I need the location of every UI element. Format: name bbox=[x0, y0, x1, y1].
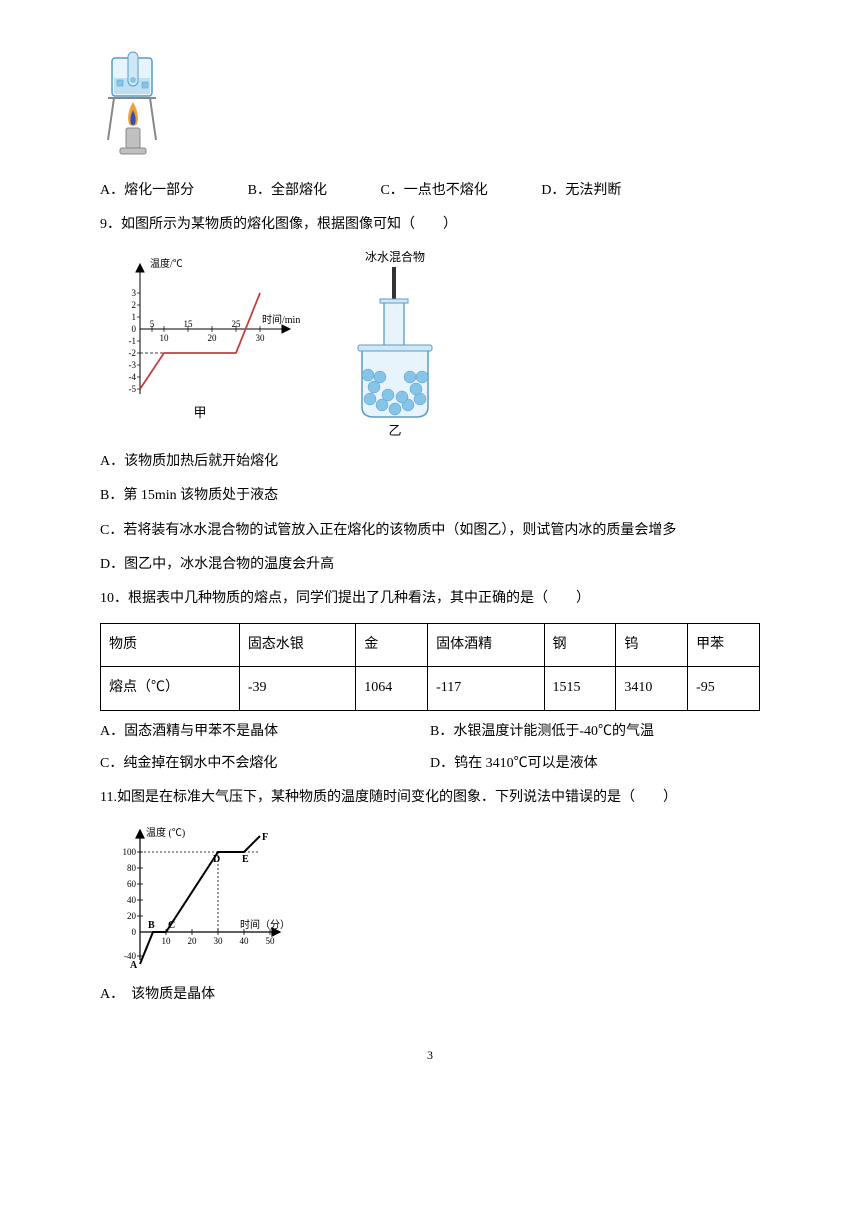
svg-text:30: 30 bbox=[214, 936, 224, 946]
svg-text:0: 0 bbox=[132, 927, 137, 937]
svg-text:E: E bbox=[242, 854, 249, 865]
svg-text:50: 50 bbox=[266, 936, 276, 946]
svg-text:20: 20 bbox=[127, 911, 137, 921]
svg-text:60: 60 bbox=[127, 879, 137, 889]
svg-text:乙: 乙 bbox=[388, 423, 401, 438]
q10-opt-d: D．钨在 3410℃可以是液体 bbox=[430, 753, 760, 775]
table-cell: 1515 bbox=[544, 667, 616, 710]
svg-text:时间/min: 时间/min bbox=[262, 313, 300, 326]
table-cell: -117 bbox=[428, 667, 544, 710]
q8-choice-c: C．一点也不熔化 bbox=[380, 180, 487, 202]
svg-text:-4: -4 bbox=[129, 372, 137, 382]
q9-figure: 3 2 1 0 -1 -2 -3 -4 -5 5 10 15 20 25 bbox=[100, 249, 760, 439]
table-cell: 钢 bbox=[544, 623, 616, 666]
table-cell: 1064 bbox=[356, 667, 428, 710]
table-cell: -39 bbox=[239, 667, 355, 710]
q10-table: 物质 固态水银 金 固体酒精 钢 钨 甲苯 熔点（℃） -39 1064 -11… bbox=[100, 623, 760, 711]
table-cell: 固体酒精 bbox=[428, 623, 544, 666]
svg-text:冰水混合物: 冰水混合物 bbox=[365, 249, 425, 264]
burner-beaker-icon bbox=[100, 50, 170, 170]
svg-text:10: 10 bbox=[160, 333, 170, 343]
table-cell: 物质 bbox=[101, 623, 240, 666]
svg-text:30: 30 bbox=[256, 333, 266, 343]
svg-text:20: 20 bbox=[188, 936, 198, 946]
svg-text:100: 100 bbox=[123, 847, 137, 857]
svg-text:-2: -2 bbox=[129, 348, 137, 358]
q11-opt-a: A． 该物质是晶体 bbox=[100, 984, 760, 1006]
q10-stem: 10．根据表中几种物质的熔点，同学们提出了几种看法，其中正确的是（ ） bbox=[100, 588, 760, 610]
table-cell: 熔点（℃） bbox=[101, 667, 240, 710]
q11-stem: 11.如图是在标准大气压下，某种物质的温度随时间变化的图象．下列说法中错误的是（… bbox=[100, 787, 760, 809]
q9-opt-b: B．第 15min 该物质处于液态 bbox=[100, 485, 760, 507]
svg-text:温度 (℃): 温度 (℃) bbox=[146, 826, 185, 839]
svg-text:0: 0 bbox=[132, 324, 137, 334]
svg-text:-5: -5 bbox=[129, 384, 137, 394]
svg-text:时间（分）: 时间（分） bbox=[240, 918, 290, 931]
svg-text:甲: 甲 bbox=[193, 405, 206, 420]
svg-text:10: 10 bbox=[162, 936, 172, 946]
q9-stem: 9．如图所示为某物质的熔化图像，根据图像可知（ ） bbox=[100, 214, 760, 236]
table-row: 物质 固态水银 金 固体酒精 钢 钨 甲苯 bbox=[101, 623, 760, 666]
svg-text:-3: -3 bbox=[129, 360, 137, 370]
q10-row2: C．纯金掉在钢水中不会熔化 D．钨在 3410℃可以是液体 bbox=[100, 753, 760, 775]
q9-opt-d: D．图乙中，冰水混合物的温度会升高 bbox=[100, 554, 760, 576]
svg-text:B: B bbox=[148, 920, 155, 931]
table-cell: 3410 bbox=[616, 667, 688, 710]
table-cell: 金 bbox=[356, 623, 428, 666]
table-row: 熔点（℃） -39 1064 -117 1515 3410 -95 bbox=[101, 667, 760, 710]
q9-chart-jia: 3 2 1 0 -1 -2 -3 -4 -5 5 10 15 20 25 bbox=[100, 249, 300, 429]
q10-opt-b: B．水银温度计能测低于-40℃的气温 bbox=[430, 721, 760, 743]
svg-text:温度/℃: 温度/℃ bbox=[150, 257, 183, 270]
q8-choice-b: B．全部熔化 bbox=[248, 180, 327, 202]
q10-row1: A．固态酒精与甲苯不是晶体 B．水银温度计能测低于-40℃的气温 bbox=[100, 721, 760, 743]
q9-opt-a: A．该物质加热后就开始熔化 bbox=[100, 451, 760, 473]
table-cell: 甲苯 bbox=[688, 623, 760, 666]
svg-text:20: 20 bbox=[208, 333, 218, 343]
q10-opt-a: A．固态酒精与甲苯不是晶体 bbox=[100, 721, 430, 743]
q8-choice-a: A．熔化一部分 bbox=[100, 180, 194, 202]
q8-choice-d: D．无法判断 bbox=[541, 180, 621, 202]
page-number: 3 bbox=[100, 1046, 760, 1065]
svg-text:40: 40 bbox=[240, 936, 250, 946]
svg-text:A: A bbox=[130, 960, 138, 971]
svg-text:40: 40 bbox=[127, 895, 137, 905]
table-cell: 钨 bbox=[616, 623, 688, 666]
svg-text:F: F bbox=[262, 832, 268, 843]
svg-text:3: 3 bbox=[132, 288, 137, 298]
q8-figure bbox=[100, 50, 760, 170]
svg-text:C: C bbox=[168, 920, 175, 931]
q11-figure: 100 80 60 40 20 0 -40 10 20 30 40 50 bbox=[100, 822, 760, 972]
svg-text:80: 80 bbox=[127, 863, 137, 873]
q8-choices: A．熔化一部分 B．全部熔化 C．一点也不熔化 D．无法判断 bbox=[100, 180, 760, 202]
q10-opt-c: C．纯金掉在钢水中不会熔化 bbox=[100, 753, 430, 775]
q11-chart: 100 80 60 40 20 0 -40 10 20 30 40 50 bbox=[100, 822, 290, 972]
table-cell: -95 bbox=[688, 667, 760, 710]
svg-text:D: D bbox=[213, 854, 220, 865]
svg-text:-1: -1 bbox=[129, 336, 137, 346]
svg-text:2: 2 bbox=[132, 300, 137, 310]
q9-opt-c: C．若将装有冰水混合物的试管放入正在熔化的该物质中（如图乙），则试管内冰的质量会… bbox=[100, 520, 760, 542]
svg-text:1: 1 bbox=[132, 312, 137, 322]
q9-apparatus-yi: 冰水混合物 乙 bbox=[340, 249, 450, 439]
table-cell: 固态水银 bbox=[239, 623, 355, 666]
